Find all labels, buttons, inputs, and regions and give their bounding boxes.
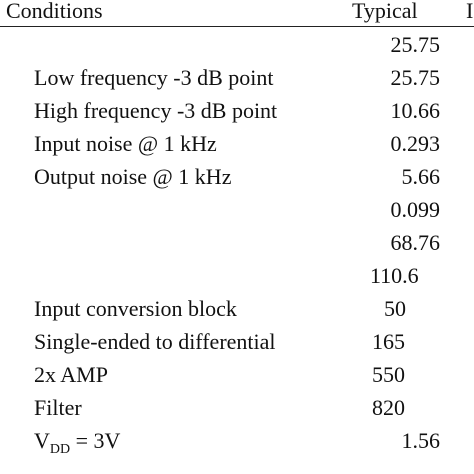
row-condition: Input conversion block — [34, 296, 237, 321]
header-conditions: Conditions — [6, 0, 103, 23]
header-rule — [0, 26, 474, 27]
row-value: 50 — [384, 296, 406, 321]
table-row: High frequency -3 dB point 10.66 — [0, 95, 474, 127]
header-cut-column: I — [466, 0, 474, 23]
row-value: 1.56 — [401, 428, 441, 453]
table-row: 68.76 — [0, 227, 474, 259]
table-row: 2x AMP 550 — [0, 359, 474, 391]
row-condition: Low frequency -3 dB point — [34, 65, 274, 90]
vdd-prefix: V — [34, 428, 50, 453]
row-condition: 2x AMP — [34, 362, 108, 387]
table-row: Low frequency -3 dB point 25.75 — [0, 62, 474, 94]
row-condition: Input noise @ 1 kHz — [34, 131, 217, 156]
table-row: Input conversion block 50 — [0, 293, 474, 325]
row-value: 0.099 — [390, 197, 441, 222]
table-row: 0.099 — [0, 194, 474, 226]
table-row: Filter 820 — [0, 392, 474, 424]
table-row: Output noise @ 1 kHz 5.66 — [0, 161, 474, 193]
vdd-subscript: DD — [49, 442, 71, 457]
row-value: 0.293 — [390, 131, 441, 156]
row-condition: High frequency -3 dB point — [34, 98, 278, 123]
vdd-suffix: = 3V — [70, 428, 121, 453]
table-row: 25.75 — [0, 29, 474, 61]
header-typical: Typical — [352, 0, 418, 23]
table-row: Single-ended to differential 165 — [0, 326, 474, 358]
row-value: 25.75 — [390, 32, 441, 57]
row-value: 820 — [372, 395, 405, 420]
row-condition-vdd: VDD = 3V — [34, 425, 120, 461]
row-condition: Output noise @ 1 kHz — [34, 164, 232, 189]
row-value: 10.66 — [390, 98, 441, 123]
row-value: 5.66 — [401, 164, 441, 189]
row-value: 110.6 — [370, 263, 419, 288]
row-value: 550 — [372, 362, 405, 387]
row-condition: Single-ended to differential — [34, 329, 276, 354]
row-value: 25.75 — [390, 65, 441, 90]
row-value: 165 — [372, 329, 405, 354]
table-row: VDD = 3V 1.56 — [0, 425, 474, 457]
row-value: 68.76 — [390, 230, 441, 255]
table-row: 110.6 — [0, 260, 474, 292]
row-condition: Filter — [34, 395, 82, 420]
table-row: Input noise @ 1 kHz 0.293 — [0, 128, 474, 160]
